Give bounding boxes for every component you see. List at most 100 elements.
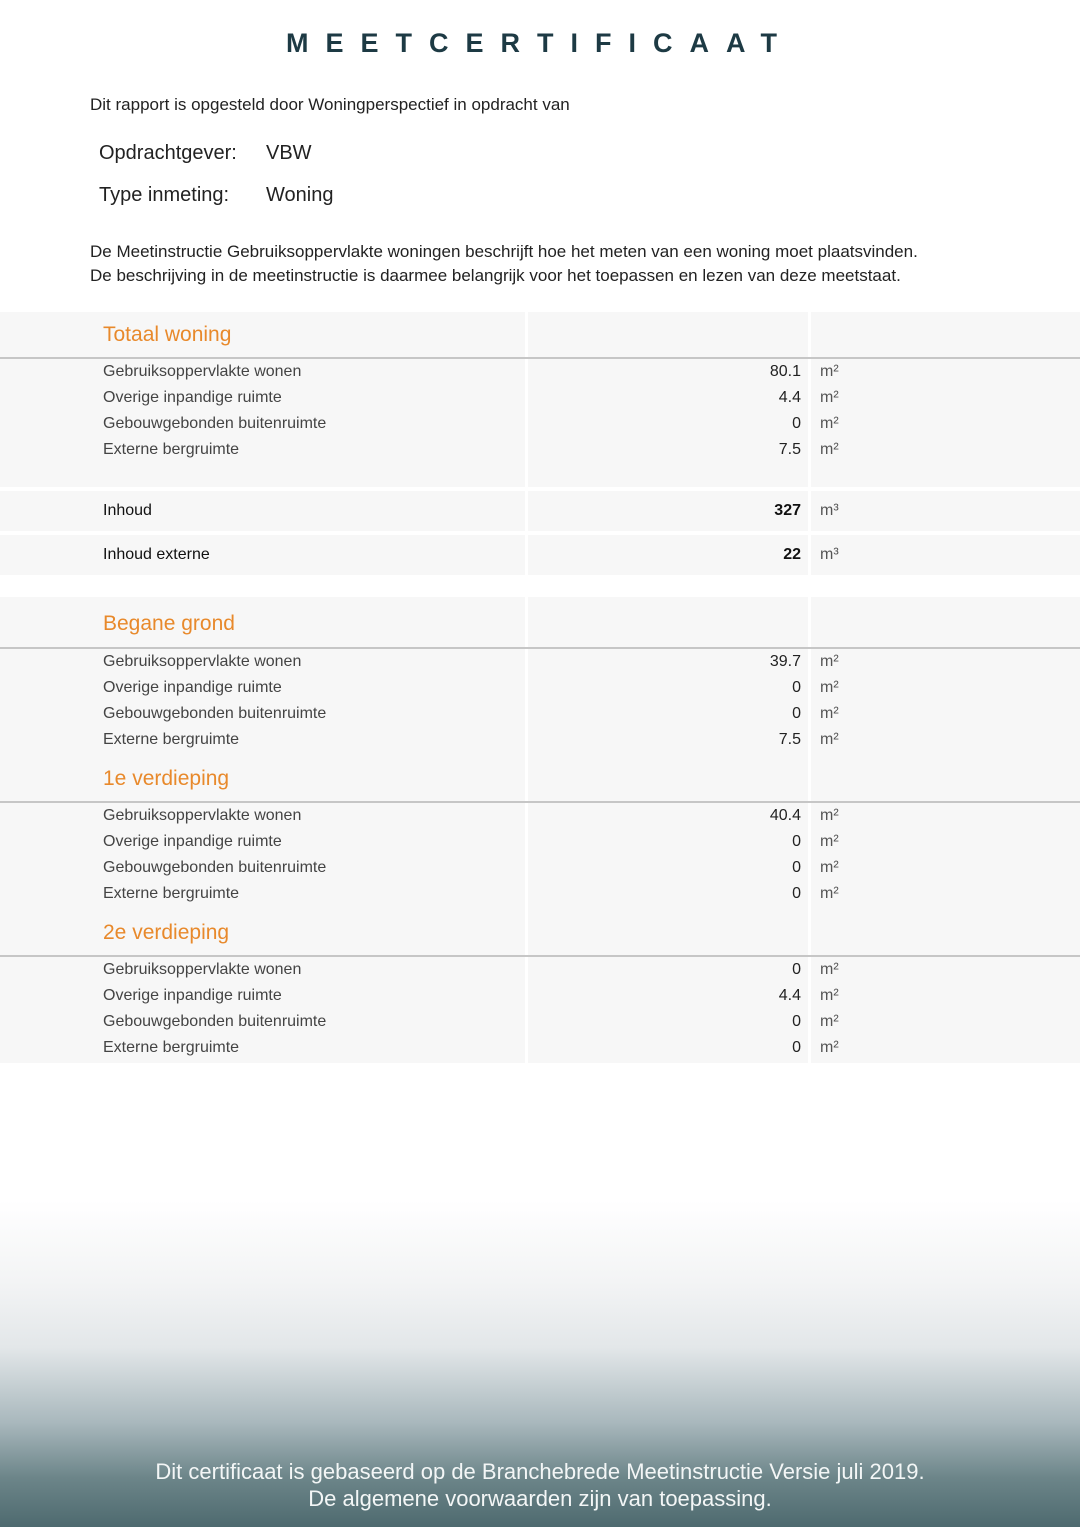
row-unit: m² — [820, 859, 839, 876]
meta-value: VBW — [266, 142, 312, 164]
table-row: Gebruiksoppervlakte wonen 40.4 m² — [0, 803, 1080, 829]
table-row: Overige inpandige ruimte 0 m² — [0, 675, 1080, 701]
row-unit: m² — [820, 441, 839, 458]
intro-text: Dit rapport is opgesteld door Woningpers… — [90, 95, 570, 114]
description-line: De beschrijving in de meetinstructie is … — [90, 266, 901, 285]
table-row: Overige inpandige ruimte 0 m² — [0, 829, 1080, 855]
row-unit: m² — [820, 705, 839, 722]
row-label: Gebruiksoppervlakte wonen — [103, 961, 302, 978]
table-row: Externe bergruimte 0 m² — [0, 881, 1080, 907]
row-label: Gebouwgebonden buitenruimte — [103, 1013, 327, 1030]
meta-value: Woning — [266, 184, 334, 206]
row-label: Externe bergruimte — [103, 441, 240, 458]
column-divider — [525, 312, 528, 487]
table-row: Gebouwgebonden buitenruimte 0 m² — [0, 411, 1080, 437]
divider — [0, 955, 1080, 957]
row-unit: m² — [820, 1013, 839, 1030]
table-row: Externe bergruimte 7.5 m² — [0, 437, 1080, 463]
row-value: 40.4 — [769, 807, 801, 824]
row-label: Overige inpandige ruimte — [103, 679, 282, 696]
section-heading: 1e verdieping — [103, 767, 230, 790]
table-row: Externe bergruimte 7.5 m² — [0, 727, 1080, 753]
row-unit: m² — [820, 363, 839, 380]
column-divider — [808, 597, 811, 1063]
totaal-section: Totaal woning Gebruiksoppervlakte wonen 8… — [0, 312, 1080, 487]
row-label: Gebouwgebonden buitenruimte — [103, 705, 327, 722]
meta-key: Type inmeting: — [99, 184, 230, 206]
row-label: Inhoud — [103, 502, 152, 519]
row-label: Externe bergruimte — [103, 1039, 240, 1056]
row-label: Overige inpandige ruimte — [103, 987, 282, 1004]
row-label: Externe bergruimte — [103, 885, 240, 902]
table-row: Gebouwgebonden buitenruimte 0 m² — [0, 701, 1080, 727]
column-divider — [808, 535, 811, 575]
table-row: Overige inpandige ruimte 4.4 m² — [0, 983, 1080, 1009]
column-divider — [525, 491, 528, 531]
row-unit: m² — [820, 807, 839, 824]
row-label: Overige inpandige ruimte — [103, 833, 282, 850]
meta-client: Opdrachtgever: VBW — [99, 142, 312, 165]
row-value: 0 — [792, 679, 801, 696]
row-value: 0 — [792, 833, 801, 850]
column-divider — [525, 535, 528, 575]
row-label: Gebruiksoppervlakte wonen — [103, 653, 302, 670]
table-row: Externe bergruimte 0 m² — [0, 1035, 1080, 1061]
row-value: 4.4 — [778, 987, 801, 1004]
row-value: 0 — [792, 859, 801, 876]
row-value: 0 — [792, 415, 801, 432]
floors-section: Begane grond Gebruiksoppervlakte wonen 39.… — [0, 597, 1080, 1063]
row-value: 0 — [792, 961, 801, 978]
row-label: Gebruiksoppervlakte wonen — [103, 363, 302, 380]
meta-type: Type inmeting: Woning — [99, 184, 333, 207]
divider — [0, 647, 1080, 649]
row-value: 39.7 — [769, 653, 801, 670]
footer: Dit certificaat is gebaseerd op de Branc… — [0, 1200, 1080, 1527]
description: De Meetinstructie Gebruiksoppervlakte wo… — [90, 240, 918, 288]
row-value: 0 — [792, 705, 801, 722]
column-divider — [808, 312, 811, 487]
row-unit: m² — [820, 731, 839, 748]
table-row: Gebruiksoppervlakte wonen 39.7 m² — [0, 649, 1080, 675]
inhoud-row: Inhoud 327 m³ — [0, 491, 1080, 531]
row-unit: m² — [820, 885, 839, 902]
row-label: Gebouwgebonden buitenruimte — [103, 859, 327, 876]
row-value: 22 — [783, 546, 801, 563]
row-label: Gebouwgebonden buitenruimte — [103, 415, 327, 432]
page-title: MEETCERTIFICAAT — [286, 28, 794, 58]
row-value: 327 — [774, 502, 801, 519]
table-row: Overige inpandige ruimte 4.4 m² — [0, 385, 1080, 411]
row-unit: m² — [820, 415, 839, 432]
row-value: 0 — [792, 1013, 801, 1030]
row-label: Externe bergruimte — [103, 731, 240, 748]
column-divider — [525, 597, 528, 1063]
inhoud-externe-row: Inhoud externe 22 m³ — [0, 535, 1080, 575]
table-row: Gebouwgebonden buitenruimte 0 m² — [0, 855, 1080, 881]
section-heading: 2e verdieping — [103, 921, 230, 944]
table-row: Gebouwgebonden buitenruimte 0 m² — [0, 1009, 1080, 1035]
row-value: 4.4 — [778, 389, 801, 406]
footer-line: De algemene voorwaarden zijn van toepass… — [308, 1486, 772, 1511]
row-value: 0 — [792, 885, 801, 902]
meta-key: Opdrachtgever: — [99, 142, 237, 164]
row-unit: m² — [820, 653, 839, 670]
column-divider — [808, 491, 811, 531]
row-unit: m² — [820, 679, 839, 696]
section-heading: Begane grond — [103, 612, 235, 635]
footer-line: Dit certificaat is gebaseerd op de Branc… — [155, 1459, 925, 1484]
row-unit: m² — [820, 833, 839, 850]
table-row: Gebruiksoppervlakte wonen 0 m² — [0, 957, 1080, 983]
row-label: Gebruiksoppervlakte wonen — [103, 807, 302, 824]
row-unit: m² — [820, 389, 839, 406]
row-unit: m² — [820, 1039, 839, 1056]
row-label: Inhoud externe — [103, 546, 210, 563]
table-row: Gebruiksoppervlakte wonen 80.1 m² — [0, 359, 1080, 385]
row-value: 7.5 — [778, 441, 801, 458]
row-unit: m³ — [820, 502, 839, 519]
section-heading: Totaal woning — [103, 323, 232, 346]
row-unit: m² — [820, 987, 839, 1004]
row-value: 0 — [792, 1039, 801, 1056]
row-unit: m³ — [820, 546, 839, 563]
row-value: 7.5 — [778, 731, 801, 748]
description-line: De Meetinstructie Gebruiksoppervlakte wo… — [90, 242, 918, 261]
row-value: 80.1 — [769, 363, 801, 380]
